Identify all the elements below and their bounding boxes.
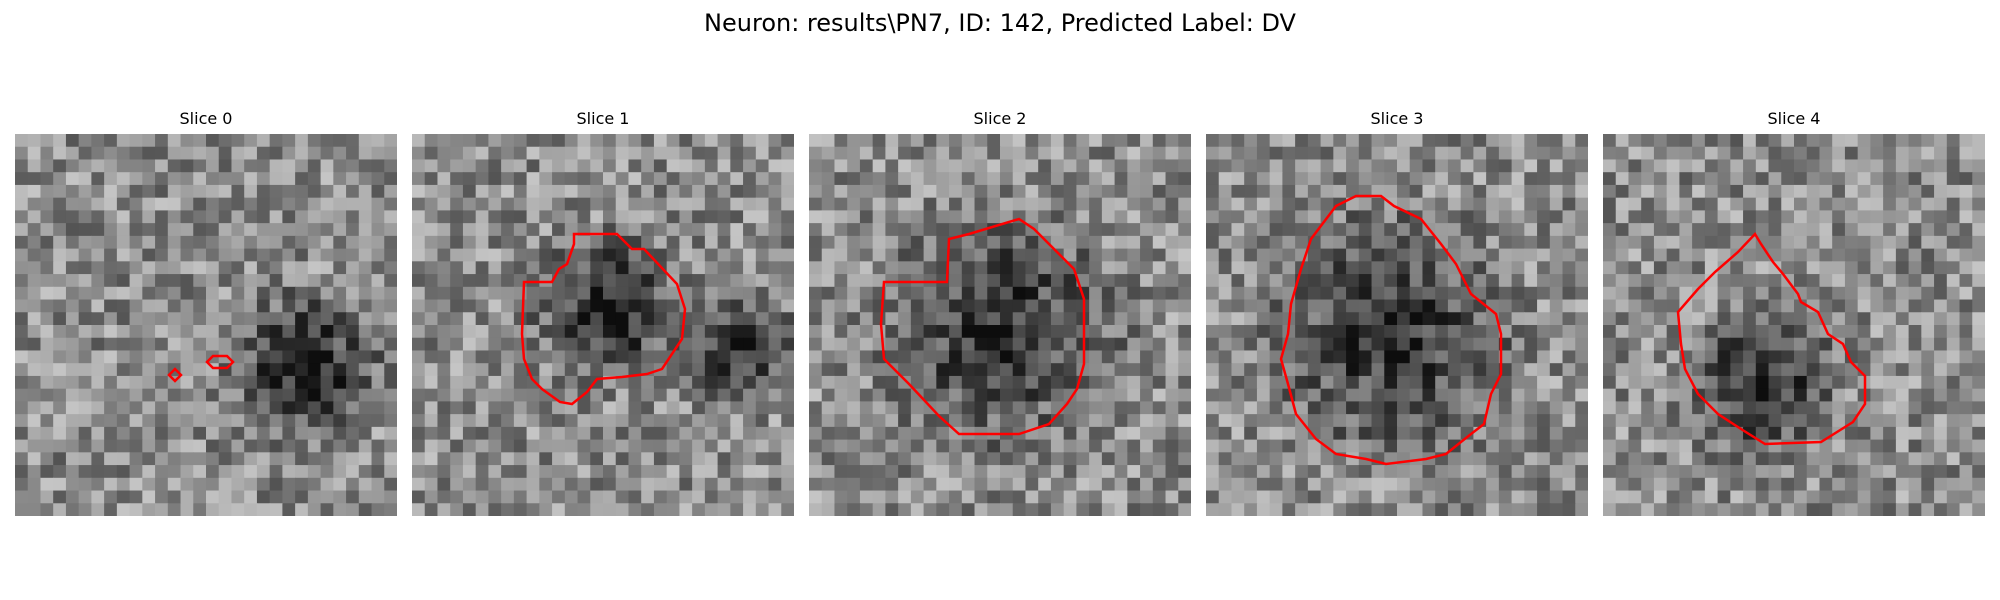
slice-pixels-2 xyxy=(809,134,1191,516)
slice-panel-4: Slice 4 xyxy=(1603,108,1985,522)
slice-title-2: Slice 2 xyxy=(973,109,1027,128)
slice-image-4 xyxy=(1603,134,1985,516)
contour-2-0 xyxy=(879,217,1086,436)
contour-3-0 xyxy=(1279,194,1503,466)
slice-panel-2: Slice 2 xyxy=(809,108,1191,522)
slice-pixels-1 xyxy=(412,134,794,516)
slice-title-3: Slice 3 xyxy=(1370,109,1424,128)
slice-title-0: Slice 0 xyxy=(179,109,233,128)
slice-title-4: Slice 4 xyxy=(1767,109,1821,128)
contour-4-0 xyxy=(1676,231,1867,446)
slice-title-1: Slice 1 xyxy=(576,109,630,128)
slice-image-1 xyxy=(412,134,794,516)
slice-pixels-3 xyxy=(1206,134,1588,516)
contour-0-0 xyxy=(167,367,183,383)
contour-1-0 xyxy=(520,232,687,406)
contour-0-1 xyxy=(205,354,235,370)
slice-panel-0: Slice 0 xyxy=(15,108,397,522)
figure-title: Neuron: results\PN7, ID: 142, Predicted … xyxy=(704,9,1296,37)
slice-panel-1: Slice 1 xyxy=(412,108,794,522)
slice-pixels-0 xyxy=(15,134,397,516)
slice-panel-3: Slice 3 xyxy=(1206,108,1588,522)
slice-image-3 xyxy=(1206,134,1588,516)
slice-pixels-4 xyxy=(1603,134,1985,516)
slice-image-0 xyxy=(15,134,397,516)
slice-image-2 xyxy=(809,134,1191,516)
